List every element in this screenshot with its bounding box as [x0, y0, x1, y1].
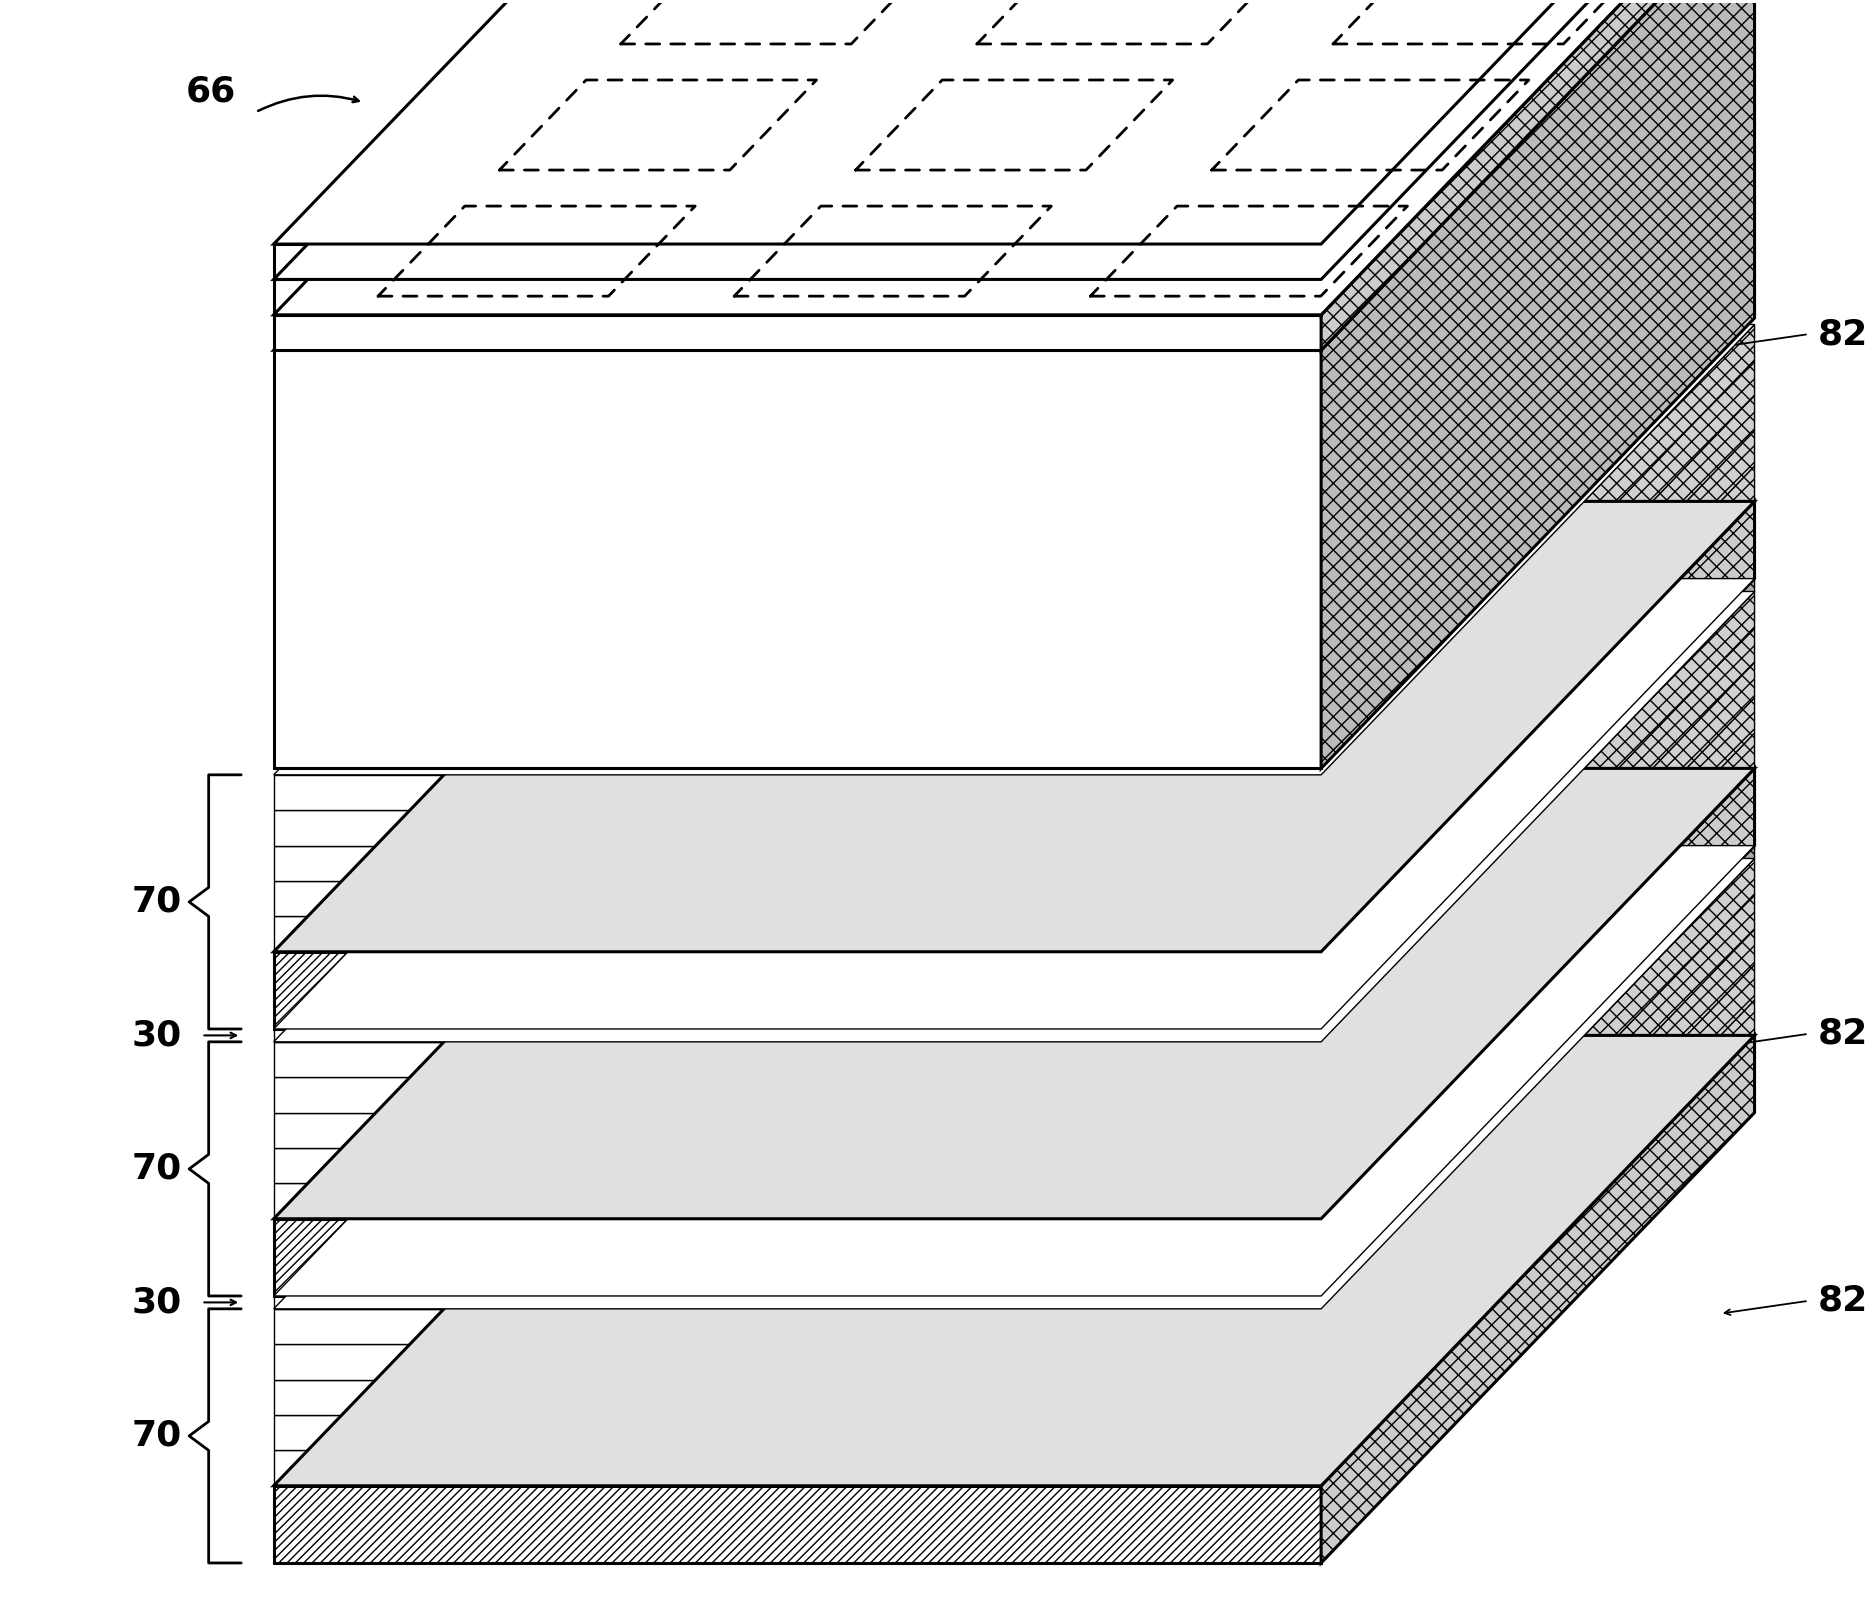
Polygon shape	[273, 591, 1755, 1041]
Bar	[273, 1380, 1321, 1415]
Polygon shape	[1321, 930, 1755, 1415]
Polygon shape	[273, 578, 1755, 1030]
Polygon shape	[273, 0, 1755, 350]
Bar	[273, 1077, 1321, 1112]
Text: 70: 70	[131, 1152, 181, 1186]
Bar	[273, 279, 1321, 315]
Text: 82: 82	[1819, 1017, 1867, 1051]
Polygon shape	[273, 859, 1755, 1309]
Polygon shape	[1321, 578, 1755, 1041]
Bar	[273, 1112, 1321, 1148]
Bar	[273, 1148, 1321, 1183]
Polygon shape	[1321, 431, 1755, 917]
Polygon shape	[1321, 894, 1755, 1380]
Polygon shape	[1321, 324, 1755, 810]
Polygon shape	[273, 1036, 1755, 1486]
Polygon shape	[1321, 768, 1755, 1296]
Bar	[273, 1309, 1321, 1344]
Bar	[273, 952, 1321, 1030]
Polygon shape	[1321, 1001, 1755, 1486]
Polygon shape	[1321, 626, 1755, 1112]
Bar	[273, 1296, 1321, 1309]
Bar	[273, 1041, 1321, 1077]
Bar	[273, 917, 1321, 952]
Polygon shape	[1321, 0, 1755, 315]
Polygon shape	[1321, 662, 1755, 1148]
Bar	[273, 1415, 1321, 1451]
Bar	[273, 775, 1321, 810]
Bar	[273, 1183, 1321, 1219]
Bar	[273, 846, 1321, 881]
Polygon shape	[1321, 859, 1755, 1344]
Bar	[273, 1030, 1321, 1041]
Text: 66: 66	[185, 74, 235, 108]
Polygon shape	[1321, 697, 1755, 1183]
Text: 30: 30	[131, 1285, 181, 1319]
Polygon shape	[1321, 733, 1755, 1219]
Bar	[273, 1486, 1321, 1562]
Polygon shape	[273, 0, 1755, 279]
Text: 82: 82	[1819, 316, 1867, 352]
Bar	[273, 881, 1321, 917]
Bar	[273, 350, 1321, 768]
Polygon shape	[1321, 395, 1755, 881]
Polygon shape	[273, 0, 1755, 244]
Polygon shape	[273, 502, 1755, 952]
Text: 70: 70	[131, 1419, 181, 1453]
Polygon shape	[273, 846, 1755, 1296]
Bar	[273, 1451, 1321, 1486]
Polygon shape	[1321, 0, 1755, 768]
Polygon shape	[1321, 466, 1755, 952]
Bar	[273, 1219, 1321, 1296]
Bar	[273, 315, 1321, 350]
Polygon shape	[273, 324, 1755, 775]
Text: 82: 82	[1819, 1283, 1867, 1317]
Polygon shape	[273, 0, 1755, 315]
Polygon shape	[1321, 846, 1755, 1309]
Bar	[273, 810, 1321, 846]
Polygon shape	[1321, 0, 1755, 350]
Polygon shape	[1321, 360, 1755, 846]
Polygon shape	[273, 768, 1755, 1219]
Bar	[273, 1344, 1321, 1380]
Text: 70: 70	[131, 884, 181, 918]
Polygon shape	[1321, 591, 1755, 1077]
Polygon shape	[1321, 0, 1755, 279]
Polygon shape	[1321, 1036, 1755, 1562]
Polygon shape	[1321, 965, 1755, 1451]
Polygon shape	[1321, 502, 1755, 1030]
Bar	[273, 244, 1321, 279]
Text: 30: 30	[131, 1018, 181, 1052]
